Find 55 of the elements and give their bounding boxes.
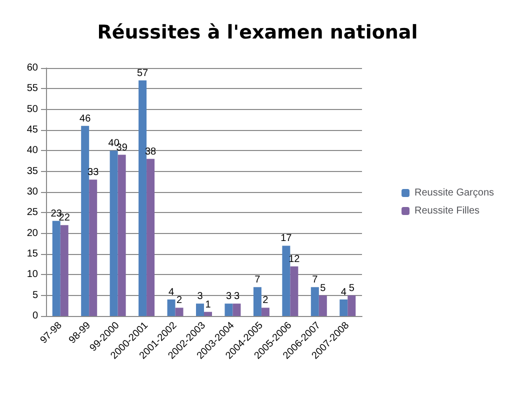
data-label: 17 <box>280 233 292 244</box>
bar <box>232 304 241 316</box>
y-tick-label: 5 <box>32 290 38 301</box>
data-label: 4 <box>168 286 174 298</box>
bar <box>348 295 356 316</box>
y-tick-label: 45 <box>26 124 38 136</box>
bar <box>118 154 126 316</box>
bar <box>167 299 176 316</box>
bar <box>204 312 212 316</box>
data-label: 3 <box>234 291 240 302</box>
data-label: 3 <box>226 291 232 302</box>
y-tick-label: 35 <box>26 166 38 177</box>
data-label: 5 <box>320 282 326 294</box>
bar <box>196 304 204 316</box>
bar <box>175 308 184 316</box>
y-tick-label: 0 <box>32 310 38 322</box>
bar <box>110 150 118 316</box>
data-label: 2 <box>262 295 269 306</box>
bar <box>340 299 348 316</box>
data-label: 57 <box>136 68 149 79</box>
chart-title: Réussites à l'examen national <box>97 22 418 44</box>
y-tick-label: 10 <box>26 269 38 280</box>
bar <box>89 180 98 316</box>
data-label: 2 <box>176 295 182 306</box>
bar <box>253 287 262 316</box>
bar <box>138 80 147 316</box>
bar <box>290 266 298 316</box>
data-label: 4 <box>340 286 347 298</box>
data-label: 3 <box>197 291 204 302</box>
data-label: 7 <box>254 274 261 286</box>
y-tick-label: 40 <box>26 145 38 156</box>
bar <box>81 126 90 316</box>
bar <box>261 308 270 316</box>
y-tick-label: 50 <box>26 104 38 115</box>
y-tick-label: 25 <box>26 207 38 218</box>
legend-label: Reussite Filles <box>414 206 480 216</box>
bar <box>224 304 233 316</box>
bar <box>318 295 327 316</box>
data-label: 22 <box>58 212 70 224</box>
bar <box>310 287 319 316</box>
y-tick-label: 15 <box>26 248 38 260</box>
data-label: 7 <box>312 274 318 286</box>
y-tick-label: 20 <box>26 228 38 239</box>
data-label: 39 <box>116 142 128 154</box>
y-tick-label: 55 <box>26 83 38 94</box>
data-label: 46 <box>80 113 92 124</box>
bar <box>60 225 68 316</box>
legend-label: Reussite Garçons <box>414 188 494 198</box>
y-tick-label: 30 <box>26 186 38 198</box>
bar <box>146 158 155 316</box>
bar <box>52 220 60 316</box>
data-label: 1 <box>205 299 212 310</box>
data-label: 5 <box>348 282 355 294</box>
bar <box>282 246 290 316</box>
y-tick-label: 60 <box>26 62 38 74</box>
